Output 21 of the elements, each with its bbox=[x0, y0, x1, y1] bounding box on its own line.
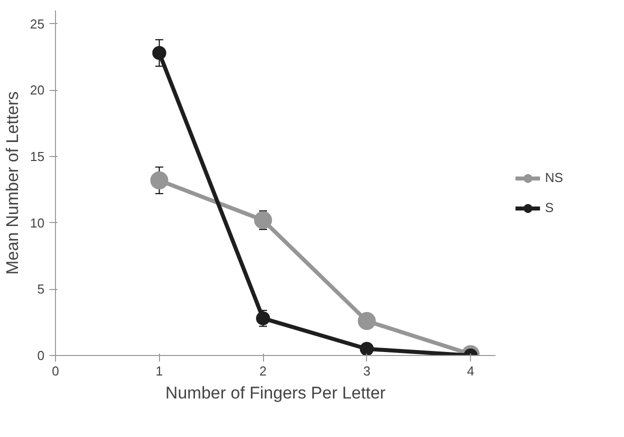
legend-label: NS bbox=[545, 170, 564, 185]
point bbox=[150, 171, 168, 190]
point bbox=[360, 342, 374, 356]
point bbox=[152, 46, 166, 60]
y-tick-label: 25 bbox=[30, 16, 45, 32]
point bbox=[254, 211, 272, 230]
x-tick-label: 4 bbox=[466, 364, 474, 378]
legend-label: S bbox=[545, 200, 555, 215]
x-tick-label: 3 bbox=[363, 364, 370, 378]
y-tick-label: 15 bbox=[30, 148, 45, 164]
x-tick-label: 0 bbox=[52, 364, 60, 378]
x-tick-label: 1 bbox=[156, 364, 163, 378]
y-tick-label: 5 bbox=[37, 282, 45, 297]
x-axis-title: Number of Fingers Per Letter bbox=[165, 384, 386, 402]
y-tick-label: 10 bbox=[30, 215, 45, 230]
y-tick-label: 0 bbox=[37, 348, 45, 363]
point bbox=[256, 311, 270, 326]
y-tick-label: 20 bbox=[30, 82, 45, 98]
x-tick-label: 2 bbox=[259, 364, 267, 378]
point bbox=[358, 312, 376, 330]
y-axis-title: Mean Number of Letters bbox=[3, 91, 22, 275]
